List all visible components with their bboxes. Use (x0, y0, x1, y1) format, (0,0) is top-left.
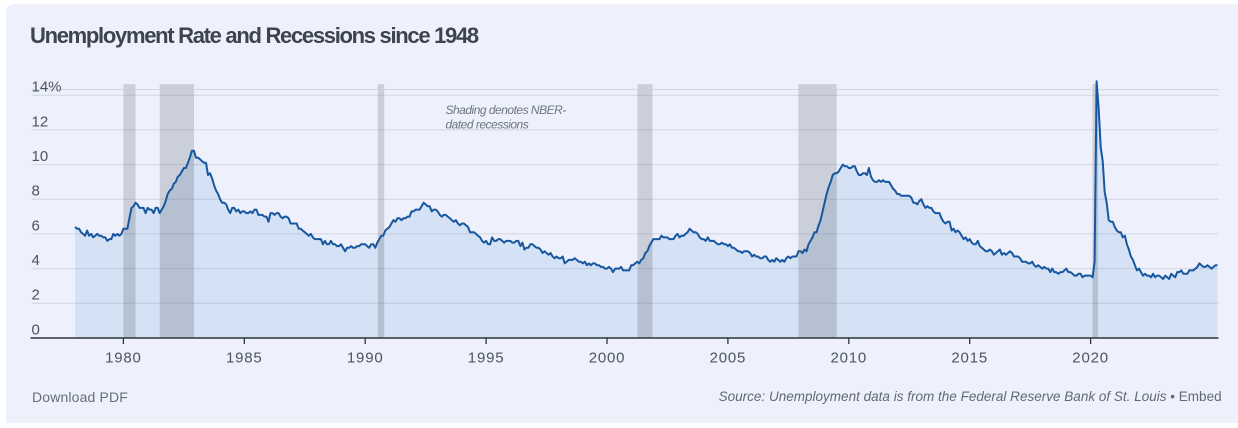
svg-text:8: 8 (32, 183, 40, 200)
svg-text:1990: 1990 (347, 350, 384, 367)
svg-text:2: 2 (32, 287, 40, 304)
svg-text:dated recessions: dated recessions (446, 118, 529, 132)
svg-text:10: 10 (32, 148, 49, 165)
svg-text:6: 6 (32, 217, 40, 234)
svg-text:4: 4 (32, 252, 40, 269)
svg-text:2000: 2000 (589, 350, 626, 367)
svg-text:2015: 2015 (951, 350, 988, 367)
svg-text:1995: 1995 (468, 350, 505, 367)
svg-text:2010: 2010 (831, 350, 868, 367)
svg-text:0: 0 (32, 321, 40, 338)
svg-text:2020: 2020 (1072, 350, 1109, 367)
svg-text:12: 12 (32, 113, 49, 130)
svg-text:1985: 1985 (226, 350, 263, 367)
svg-text:2005: 2005 (710, 350, 747, 367)
svg-text:Shading denotes NBER-: Shading denotes NBER- (446, 103, 567, 117)
svg-text:1980: 1980 (105, 350, 142, 367)
svg-text:14%: 14% (32, 79, 62, 96)
